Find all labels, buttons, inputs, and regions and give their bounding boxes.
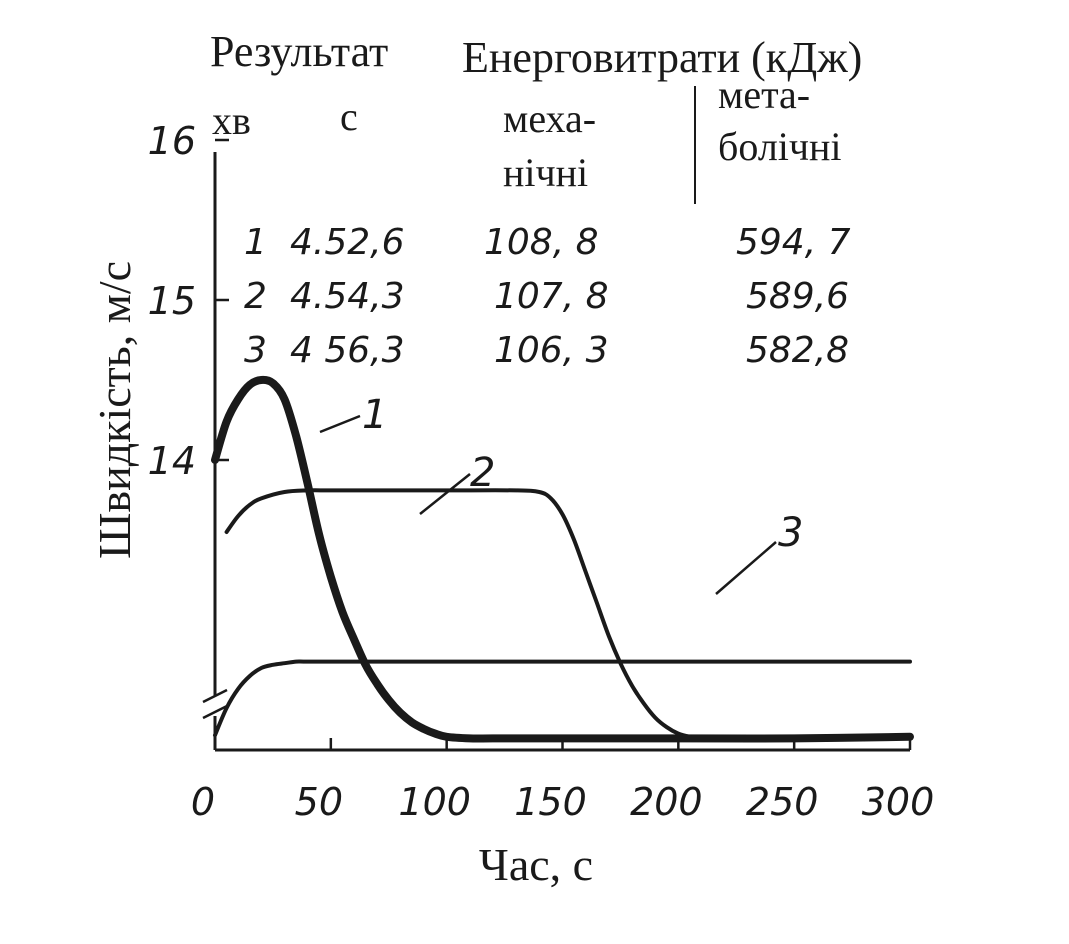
row-mech: 106, 3	[494, 330, 609, 371]
x-tick-label: 150	[514, 780, 587, 824]
row-mech: 107, 8	[494, 276, 609, 317]
x-axis-label: Час, с	[479, 839, 593, 890]
row-time: 4 56,3	[290, 330, 405, 371]
table-row-1: 1 4.52,6 108, 8 594, 7	[244, 222, 851, 263]
curve-label-leader	[319, 414, 361, 434]
y-axis-label: Швидкість, м/с	[89, 261, 140, 559]
x-tick-label: 300	[862, 780, 935, 824]
series-lines	[211, 375, 914, 743]
y-tick-label: 14	[148, 439, 196, 483]
y-tick-label: 16	[148, 119, 196, 163]
table-row-3: 3 4 56,3 106, 3 582,8	[244, 330, 849, 371]
curve-label: 2	[470, 450, 495, 496]
table-header-energy: Енерговитрати (кДж)	[462, 33, 862, 82]
y-ticks: 14 15 16	[148, 119, 229, 483]
column-header-metab-1: мета-	[718, 72, 810, 117]
series-line-3	[213, 659, 912, 738]
column-header-metab-2: болічні	[718, 124, 842, 169]
column-header-mech-2: нічні	[503, 150, 588, 195]
y-tick-label: 15	[148, 279, 196, 323]
curve-label-leader	[419, 473, 471, 515]
table-header-result: Результат	[210, 27, 388, 76]
column-header-min: хв	[212, 98, 251, 143]
series-line-2	[224, 488, 912, 741]
row-mech: 108, 8	[484, 222, 599, 263]
row-number: 2	[244, 276, 267, 317]
y-axis-break-mark-2	[202, 704, 228, 720]
curve-label: 1	[362, 392, 387, 438]
curve-label-leader	[715, 541, 777, 595]
x-tick-label: 0	[191, 780, 215, 824]
table-row-2: 2 4.54,3 107, 8 589,6	[244, 276, 849, 317]
curve-labels: 1 2 3	[319, 392, 803, 595]
x-tick-label: 200	[630, 780, 703, 824]
x-ticks: 0 50 100 150 200 250 300	[191, 738, 934, 824]
column-header-sec: с	[340, 94, 358, 139]
row-number: 3	[244, 330, 267, 371]
x-tick-label: 250	[746, 780, 819, 824]
row-metab: 582,8	[746, 330, 849, 371]
curve-label: 3	[778, 510, 803, 556]
row-number: 1	[244, 222, 267, 263]
x-tick-label: 100	[398, 780, 471, 824]
row-metab: 594, 7	[736, 222, 851, 263]
row-time: 4.54,3	[290, 276, 405, 317]
x-tick-label: 50	[295, 780, 343, 824]
column-header-mech-1: меха-	[503, 96, 596, 141]
row-metab: 589,6	[746, 276, 849, 317]
series-line-1	[211, 375, 914, 743]
y-axis-break-mark-1	[202, 688, 228, 704]
row-time: 4.52,6	[290, 222, 405, 263]
